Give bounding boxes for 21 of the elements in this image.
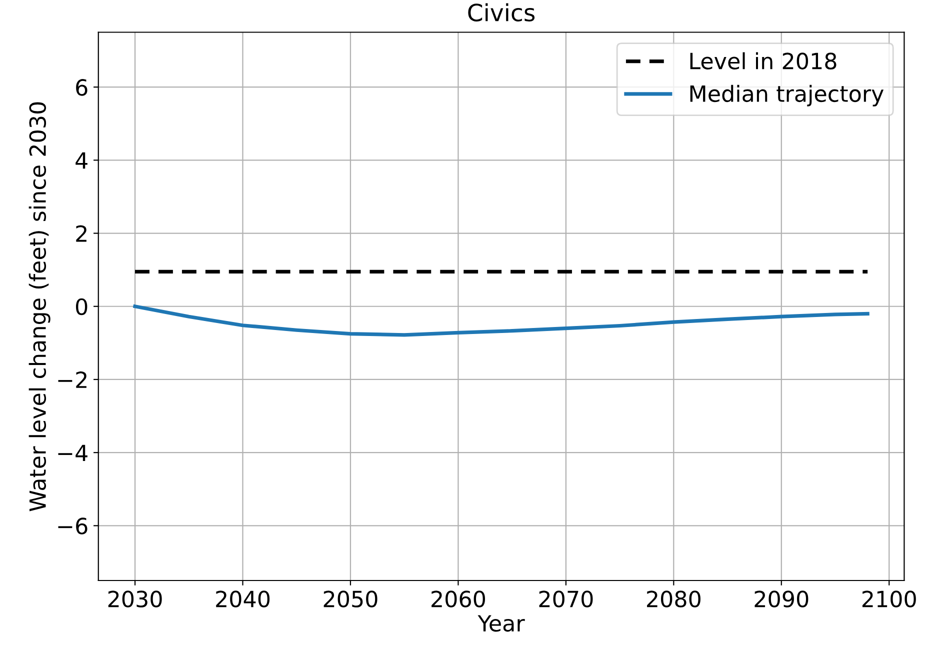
y-tick-label: −4 — [58, 444, 88, 462]
chart-title: Civics — [468, 3, 535, 22]
x-tick-label: 2100 — [862, 590, 916, 608]
y-tick-label: −2 — [58, 371, 86, 388]
x-tick-label: 2040 — [216, 590, 270, 608]
x-tick-label: 2070 — [539, 590, 593, 608]
x-tick-label: 2080 — [647, 590, 700, 608]
y-tick-label: 0 — [76, 298, 88, 316]
y-tick-label: −6 — [58, 518, 88, 534]
legend-label: Median trajectory — [690, 84, 884, 106]
legend-label: Level in 2018 — [690, 52, 836, 70]
x-tick-label: 2050 — [324, 590, 378, 608]
y-tick-label: 6 — [76, 79, 88, 96]
y-axis-title: Water level change (feet) since 2030 — [28, 102, 50, 512]
x-tick-label: 2060 — [432, 590, 486, 608]
y-tick-label: 2 — [76, 225, 86, 242]
x-tick-label: 2030 — [108, 590, 162, 608]
x-tick-label: 2090 — [754, 590, 808, 608]
x-axis-title: Year — [478, 615, 525, 632]
line-series — [133, 304, 870, 337]
y-tick-label: 4 — [76, 152, 88, 169]
